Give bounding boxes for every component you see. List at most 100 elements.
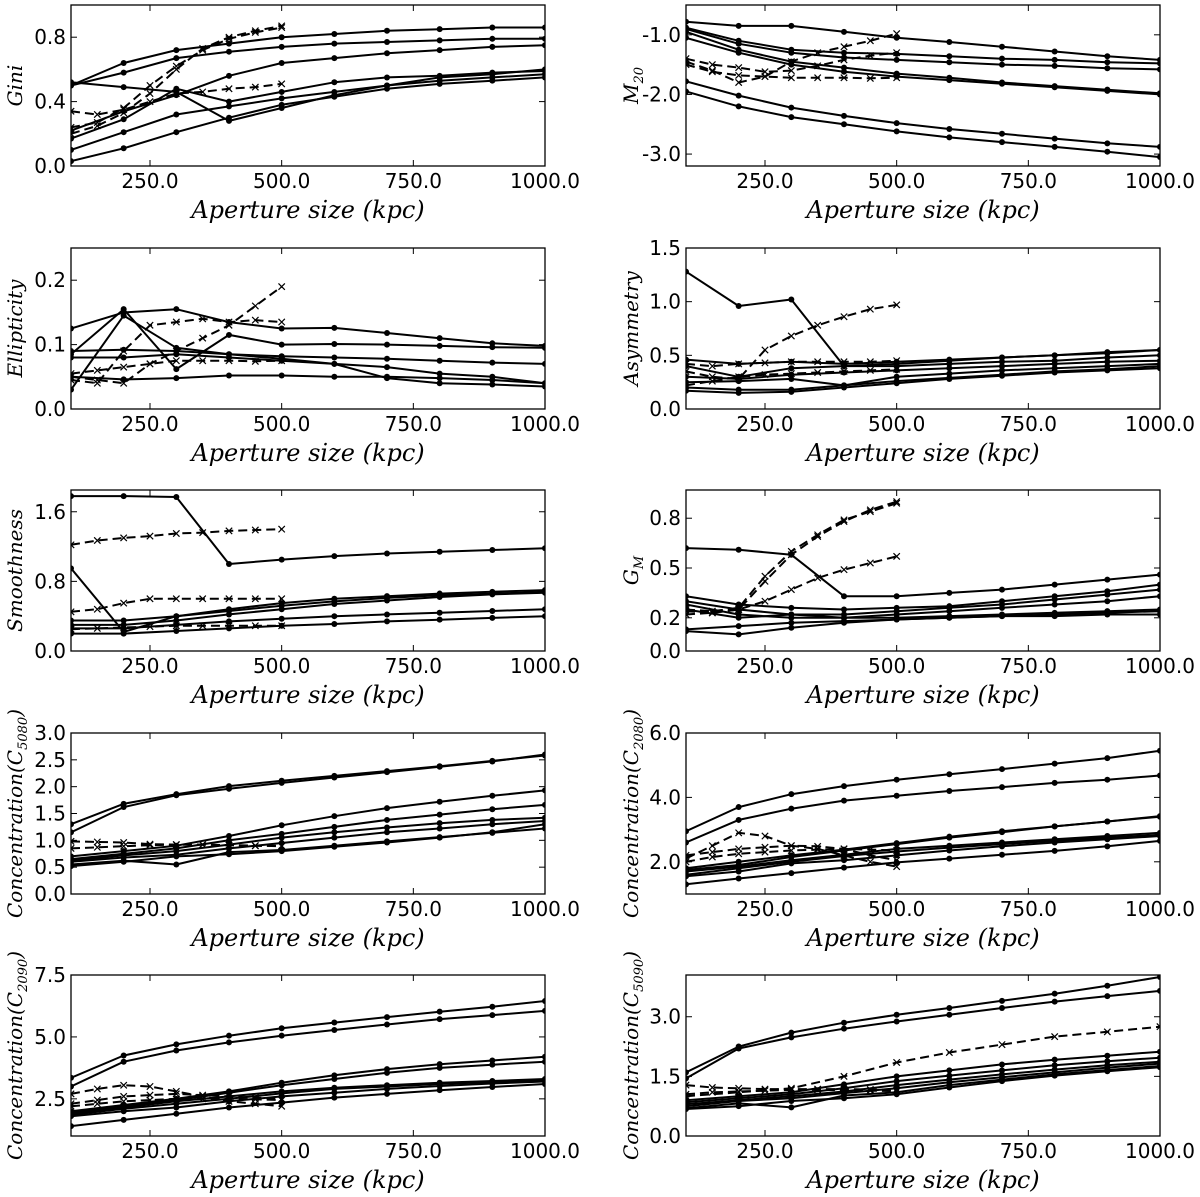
x-tick-label: 750.0: [1000, 654, 1057, 678]
x-marker: [893, 29, 901, 38]
x-marker: [225, 527, 233, 535]
solid-series-line: [71, 816, 545, 862]
x-marker: [146, 81, 154, 90]
dot-marker: [1051, 839, 1058, 846]
x-tick-label: 1000.0: [1125, 897, 1195, 921]
dot-marker: [173, 1104, 180, 1111]
x-marker: [708, 842, 716, 850]
y-axis-label-tail: ): [619, 709, 643, 718]
dot-marker: [173, 493, 180, 500]
y-axis-label: Concentration(C2080): [619, 709, 647, 918]
y-axis-label-sub: 2080: [632, 717, 647, 751]
dot-marker: [1104, 598, 1111, 605]
x-marker: [251, 526, 259, 534]
dot-marker: [384, 341, 390, 348]
dot-marker: [173, 375, 180, 382]
solid-series-line: [71, 1055, 545, 1113]
dot-marker: [999, 358, 1005, 365]
y-tick-label: 0.0: [34, 397, 66, 421]
x-marker: [172, 65, 180, 74]
dot-marker: [542, 42, 545, 49]
solid-series-line: [71, 1060, 545, 1114]
solid-series-line: [71, 1009, 545, 1088]
dot-marker: [436, 335, 443, 342]
y-axis-label-tail: ): [3, 951, 27, 960]
x-marker: [893, 365, 901, 373]
dot-marker: [893, 120, 900, 127]
x-marker: [686, 607, 690, 615]
dot-marker: [686, 593, 689, 600]
dot-marker: [542, 1080, 545, 1087]
dot-marker: [1051, 847, 1058, 854]
dot-marker: [278, 822, 285, 829]
dot-marker: [542, 24, 545, 31]
dot-marker: [999, 997, 1005, 1004]
dot-marker: [946, 360, 953, 367]
x-tick-label: 250.0: [121, 1139, 178, 1163]
dot-marker: [1157, 987, 1160, 994]
dot-marker: [331, 1019, 338, 1026]
dot-marker: [1104, 1068, 1111, 1075]
solid-series-line: [71, 495, 545, 565]
dot-marker: [788, 604, 795, 611]
x-marker: [814, 532, 822, 541]
dot-marker: [278, 355, 285, 362]
dot-marker: [788, 388, 795, 395]
dot-marker: [489, 24, 496, 31]
x-tick-label: 500.0: [868, 654, 925, 678]
solid-series-line: [686, 27, 1160, 71]
dot-marker: [384, 597, 390, 604]
y-axis-label-main: Smoothness: [3, 509, 27, 632]
x-marker: [172, 529, 180, 538]
dot-marker: [788, 805, 795, 812]
y-tick-label: 0.8: [649, 506, 681, 530]
dot-marker: [120, 129, 127, 136]
x-marker: [199, 1095, 207, 1103]
dot-marker: [841, 593, 847, 600]
x-tick-label: 1000.0: [1125, 1139, 1195, 1163]
solid-series-line: [686, 976, 1160, 1074]
x-marker: [814, 74, 822, 82]
dot-marker: [735, 389, 742, 396]
dot-marker: [120, 1052, 127, 1059]
dot-marker: [1051, 84, 1058, 91]
x-marker: [814, 358, 822, 366]
dot-marker: [489, 607, 496, 614]
dot-marker: [436, 798, 443, 805]
x-marker: [225, 595, 233, 603]
dot-marker: [1104, 836, 1111, 843]
x-tick-label: 750.0: [385, 169, 442, 193]
dot-marker: [1157, 154, 1160, 161]
dot-marker: [946, 59, 953, 66]
dot-marker: [788, 611, 795, 618]
y-tick-label: 0.5: [649, 343, 681, 367]
x-marker: [761, 1087, 769, 1095]
solid-series-line: [686, 359, 1160, 380]
dot-marker: [71, 863, 74, 870]
dot-marker: [489, 816, 496, 823]
dot-marker: [1104, 843, 1111, 850]
dot-marker: [120, 306, 127, 313]
y-tick-label: 0.0: [649, 1124, 681, 1148]
solid-series-line: [686, 1050, 1160, 1102]
x-marker: [866, 74, 874, 82]
x-marker: [146, 321, 154, 329]
x-tick-label: 1000.0: [1125, 654, 1195, 678]
dot-marker: [788, 860, 795, 867]
dot-marker: [226, 1039, 232, 1046]
dot-marker: [788, 791, 795, 798]
x-marker: [814, 49, 822, 57]
y-axis-label: Asymmetry: [619, 270, 643, 387]
x-tick-label: 250.0: [121, 412, 178, 436]
dashed-series-line: [71, 26, 282, 129]
x-marker: [735, 78, 743, 87]
x-marker: [735, 605, 743, 614]
x-marker: [225, 622, 233, 630]
series-group: [71, 998, 545, 1130]
y-axis-label-sub: 5090: [632, 959, 647, 992]
x-marker: [686, 381, 690, 390]
x-marker: [893, 301, 901, 309]
dot-marker: [735, 302, 742, 309]
dot-marker: [226, 372, 232, 379]
dot-marker: [384, 39, 390, 46]
